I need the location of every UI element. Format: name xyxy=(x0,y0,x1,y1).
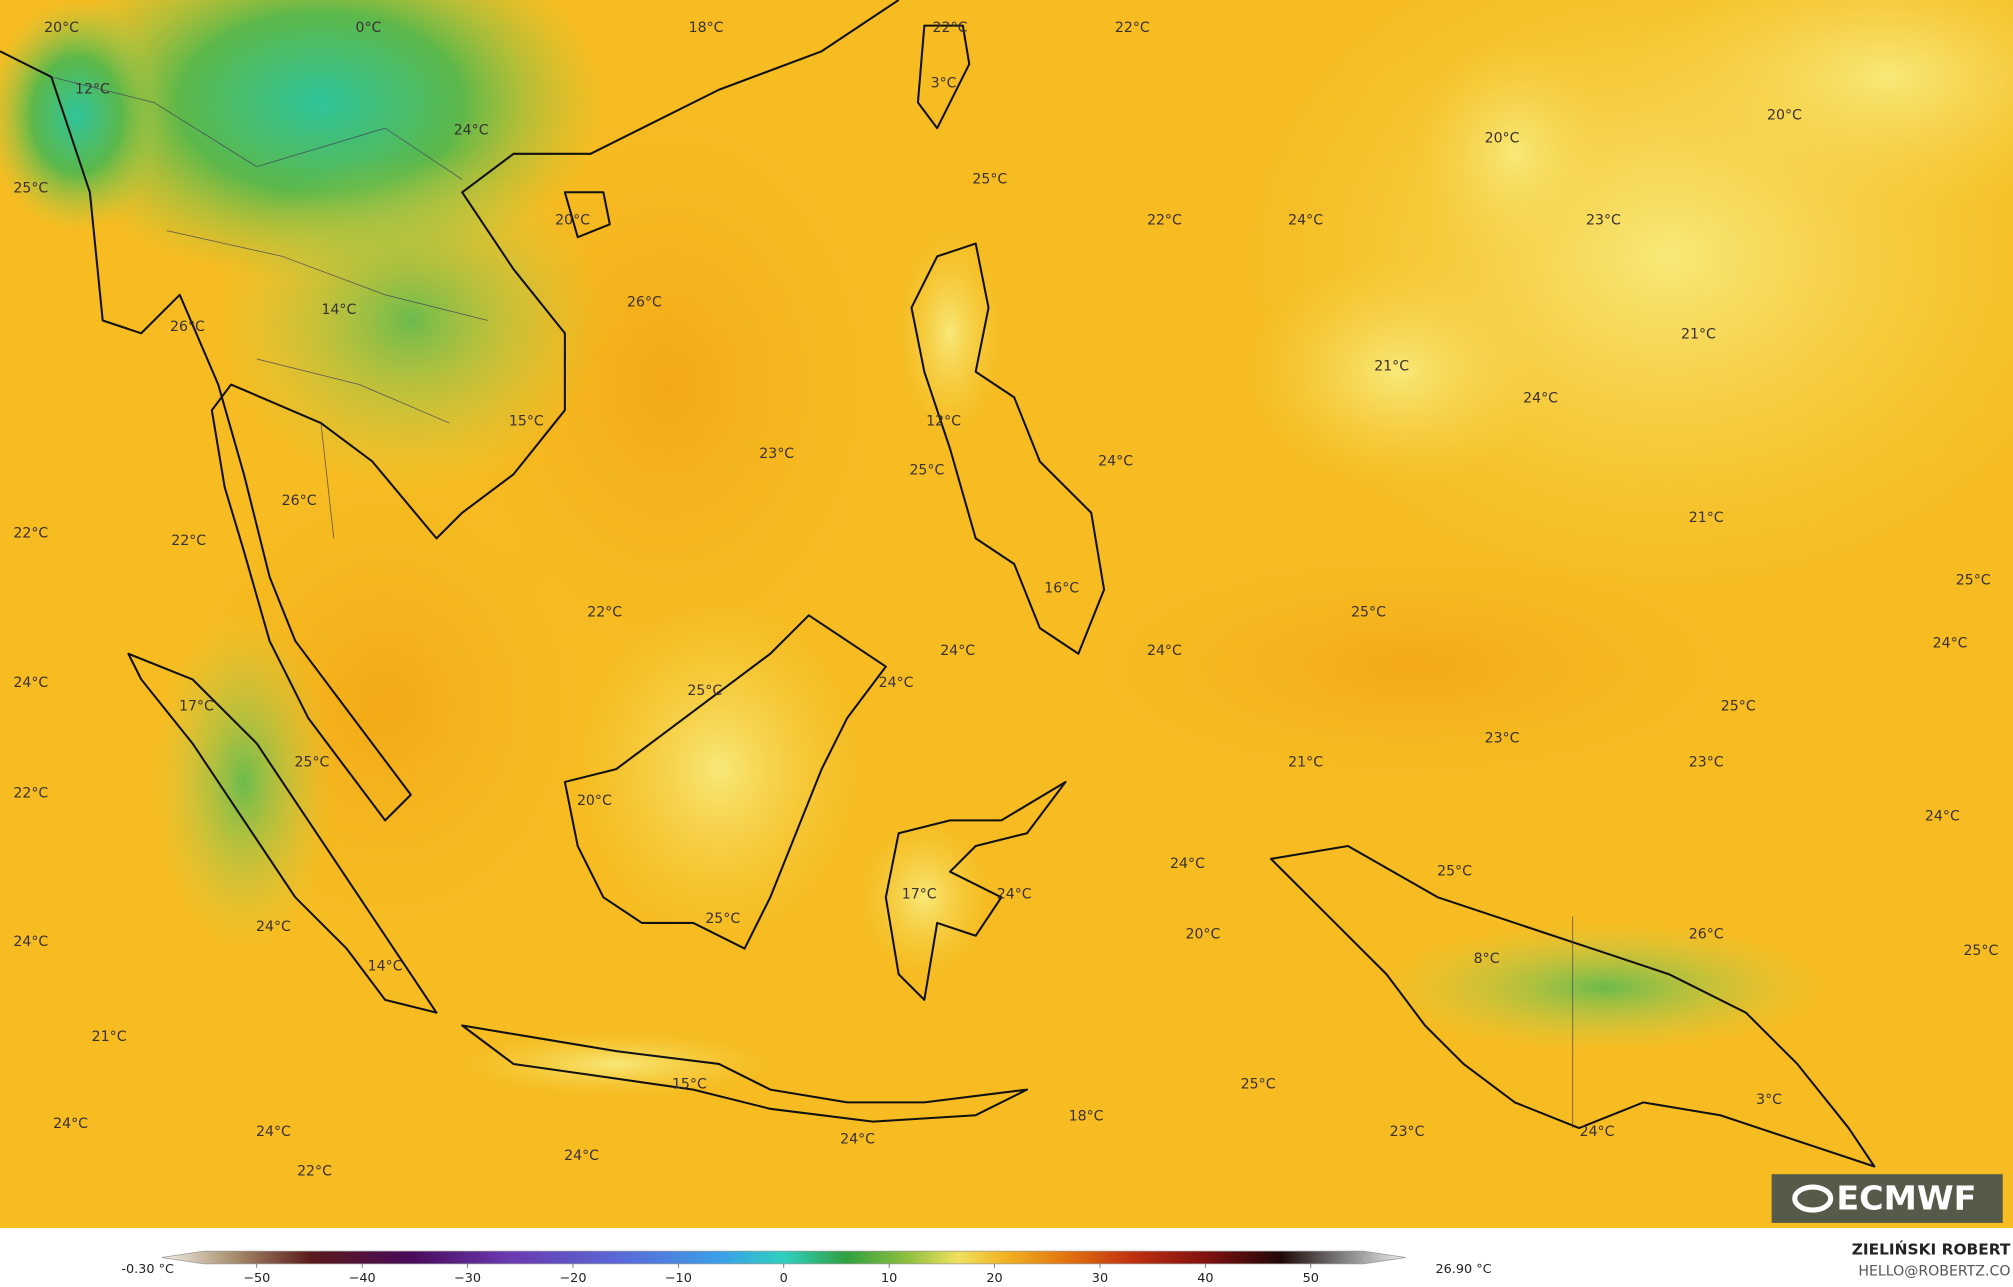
colorbar-tick-label: −40 xyxy=(349,1271,376,1286)
temp-label: 25°C xyxy=(972,171,1007,187)
temp-label: 20°C xyxy=(44,20,79,36)
temperature-field xyxy=(0,0,2013,1097)
borders xyxy=(51,76,1574,1129)
temp-label: 26°C xyxy=(282,493,317,509)
temp-label: 25°C xyxy=(705,911,740,927)
credit-contact: HELLO@ROBERTZ.CO xyxy=(1858,1264,2010,1280)
temp-label: 24°C xyxy=(997,887,1032,903)
temp-label: 24°C xyxy=(840,1132,875,1148)
temp-label: 24°C xyxy=(1288,212,1323,228)
temp-label: 23°C xyxy=(1689,755,1724,771)
temp-label: 25°C xyxy=(13,180,48,196)
temp-label: 22°C xyxy=(933,20,968,36)
temp-label: 21°C xyxy=(92,1029,127,1045)
temp-label: 23°C xyxy=(759,446,794,462)
colorbar-tick-label: 10 xyxy=(881,1271,897,1286)
temp-label: 24°C xyxy=(1147,643,1182,659)
temp-label: 17°C xyxy=(902,887,937,903)
temp-label: 22°C xyxy=(171,533,206,549)
colorbar-tick-label: 20 xyxy=(986,1271,1002,1286)
colorbar-tick-label: 0 xyxy=(780,1271,788,1286)
colorbar-tick-label: 50 xyxy=(1303,1271,1319,1286)
credit-author: ZIELIŃSKI ROBERT xyxy=(1852,1239,2011,1258)
temp-label: 24°C xyxy=(940,643,975,659)
temp-label: 24°C xyxy=(1925,809,1960,825)
temp-label: 25°C xyxy=(687,683,722,699)
colorbar-tick-label: −10 xyxy=(665,1271,692,1286)
temp-label: 24°C xyxy=(256,1124,291,1140)
temp-label: 25°C xyxy=(1956,573,1991,589)
temp-label: 21°C xyxy=(1374,359,1409,375)
temp-label: 22°C xyxy=(13,525,48,541)
temp-label: 25°C xyxy=(909,462,944,478)
temp-label: 8°C xyxy=(1474,951,1500,967)
temp-label: 24°C xyxy=(1170,856,1205,872)
temp-label: 24°C xyxy=(1933,636,1968,652)
temp-label: 24°C xyxy=(256,919,291,935)
temp-label: 24°C xyxy=(1523,391,1558,407)
temp-label: 22°C xyxy=(1147,212,1182,228)
temp-label: 15°C xyxy=(672,1076,707,1092)
temp-label: 20°C xyxy=(1767,107,1802,123)
temp-label: 26°C xyxy=(170,319,205,335)
temp-label: 14°C xyxy=(321,302,356,318)
temp-label: 24°C xyxy=(13,934,48,950)
logo-text: ECMWF xyxy=(1836,1178,1976,1217)
temp-label: 18°C xyxy=(689,20,724,36)
temp-label: 22°C xyxy=(13,785,48,801)
temp-label: 21°C xyxy=(1681,327,1716,343)
temp-label: 3°C xyxy=(1756,1092,1782,1108)
temp-label: 20°C xyxy=(577,793,612,809)
colorbar-tick-label: 40 xyxy=(1197,1271,1213,1286)
temp-label: 3°C xyxy=(931,75,957,91)
temp-label: 18°C xyxy=(1069,1109,1104,1125)
temp-label: 22°C xyxy=(1115,20,1150,36)
temp-label: 23°C xyxy=(1390,1124,1425,1140)
temp-label: 12°C xyxy=(926,414,961,430)
temp-label: 25°C xyxy=(1963,943,1998,959)
colorbar-ticks: −50 −40 −30 −20 −10 0 10 20 30 40 50 xyxy=(243,1263,1319,1286)
temp-label: 23°C xyxy=(1586,212,1621,228)
colorbar-tick-label: −50 xyxy=(243,1271,270,1286)
temp-label: 24°C xyxy=(13,675,48,691)
temp-label: 17°C xyxy=(179,698,214,714)
temp-label: 12°C xyxy=(75,82,110,98)
temp-label: 14°C xyxy=(368,959,403,975)
colorbar-tick-label: 30 xyxy=(1092,1271,1108,1286)
temp-label: 0°C xyxy=(355,20,381,36)
colorbar-tick-label: −20 xyxy=(559,1271,586,1286)
colorbar-tick-label: −30 xyxy=(454,1271,481,1286)
temp-label: 25°C xyxy=(1241,1076,1276,1092)
temp-label: 20°C xyxy=(1185,926,1220,942)
temp-label: 22°C xyxy=(587,605,622,621)
colorbar-max: 26.90 °C xyxy=(1435,1262,1491,1277)
temp-label: 21°C xyxy=(1288,755,1323,771)
temp-label: 23°C xyxy=(1485,730,1520,746)
temp-label: 25°C xyxy=(1437,864,1472,880)
temp-label: 16°C xyxy=(1044,580,1079,596)
colorbar xyxy=(161,1250,1406,1265)
logo: ECMWF xyxy=(1771,1174,2003,1223)
temp-label: 24°C xyxy=(454,123,489,139)
temp-label: 24°C xyxy=(53,1116,88,1132)
temp-label: 26°C xyxy=(1689,926,1724,942)
temp-label: 25°C xyxy=(1351,605,1386,621)
temp-label: 21°C xyxy=(1689,510,1724,526)
temp-label: 25°C xyxy=(295,755,330,771)
temp-label: 25°C xyxy=(1721,698,1756,714)
coastlines xyxy=(0,0,1876,1168)
temp-label: 15°C xyxy=(509,414,544,430)
temp-label: 26°C xyxy=(627,295,662,311)
temp-label: 24°C xyxy=(1098,453,1133,469)
temp-label: 20°C xyxy=(555,212,590,228)
temp-label: 22°C xyxy=(297,1164,332,1180)
temp-label: 24°C xyxy=(879,675,914,691)
temperature-labels: 20°C 0°C 18°C 22°C 22°C 12°C 24°C 3°C 20°C 20°C 25… xyxy=(13,20,1998,1179)
temp-label: 24°C xyxy=(564,1148,599,1164)
temp-label: 24°C xyxy=(1580,1124,1615,1140)
colorbar-min: -0.30 °C xyxy=(121,1262,174,1277)
temp-label: 20°C xyxy=(1485,130,1520,146)
